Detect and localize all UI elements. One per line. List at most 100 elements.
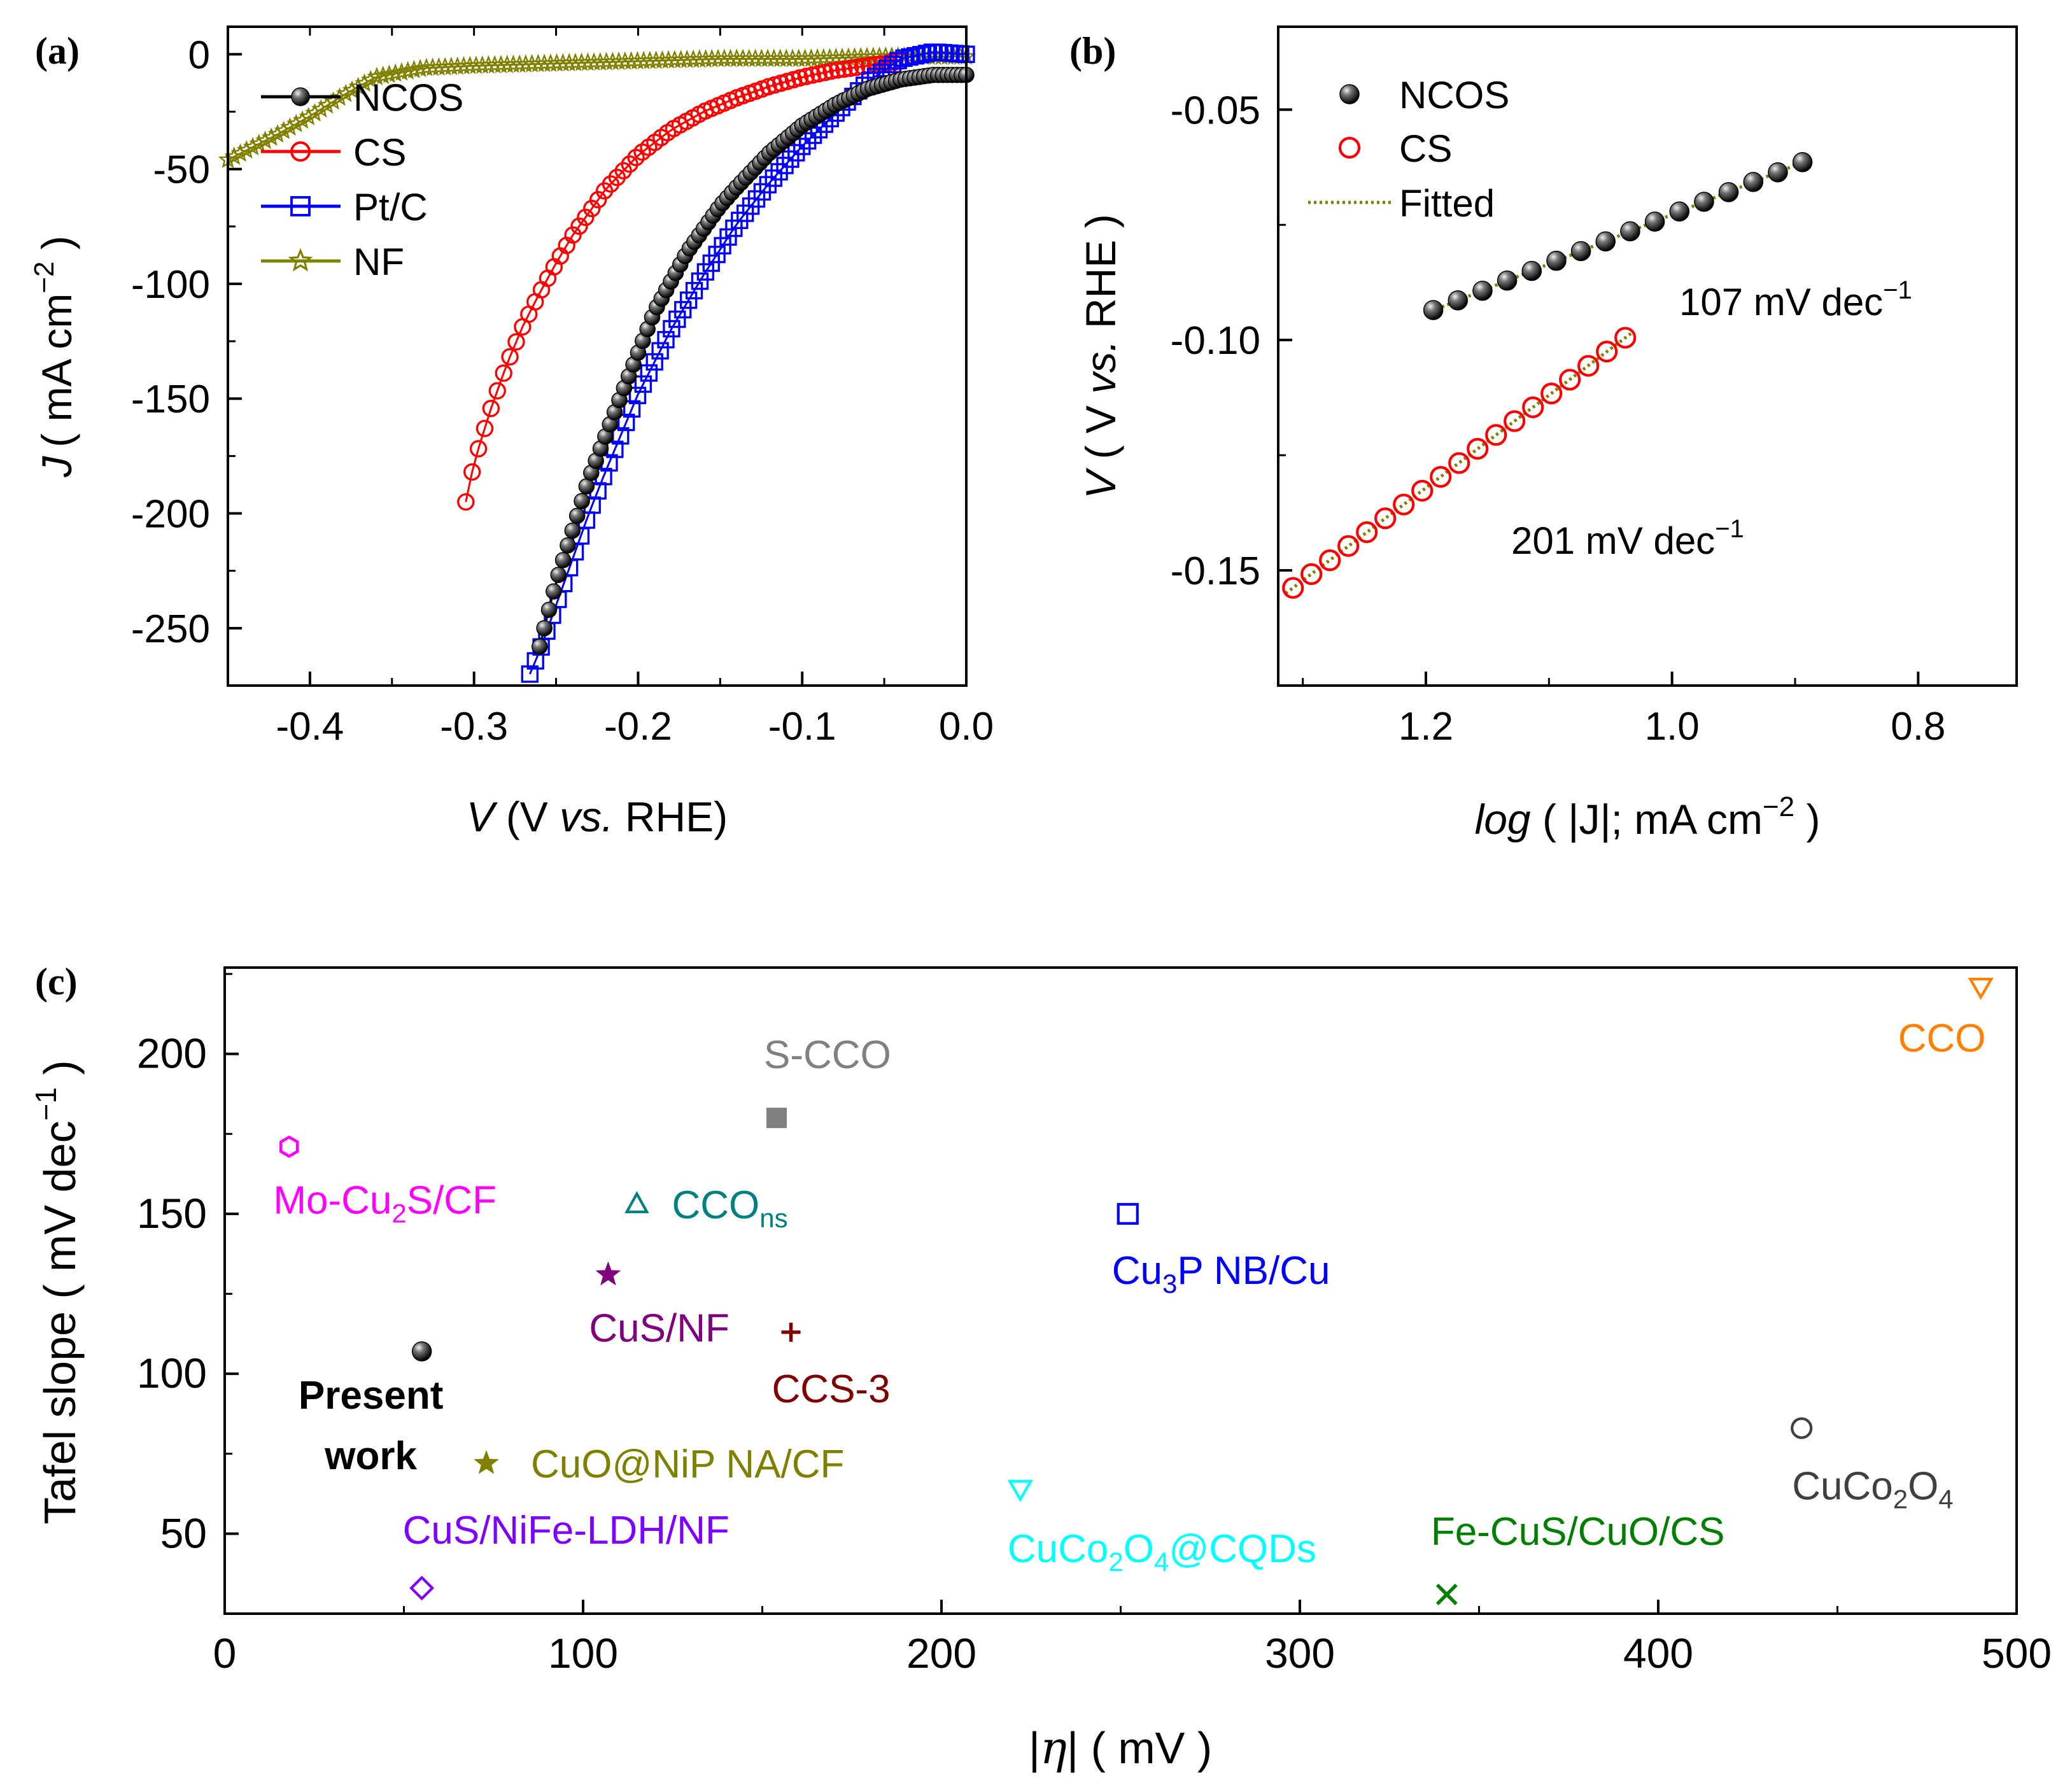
data-point xyxy=(1497,271,1518,291)
data-point xyxy=(550,567,567,583)
data-point xyxy=(917,45,936,62)
label-cuco2o4-cqds: CuCo2O4@CQDs xyxy=(1008,1527,1316,1577)
data-point xyxy=(1694,192,1714,212)
data-point xyxy=(574,493,590,509)
legend-entry-cs: CS xyxy=(261,131,406,174)
label-present-work-line1: Present xyxy=(299,1374,443,1418)
panel-c-x-tick-label: 500 xyxy=(1982,1630,2052,1677)
panel-c-y-tick-label: 200 xyxy=(137,1030,207,1077)
panel-b-frame xyxy=(1277,25,2018,687)
data-point xyxy=(532,638,548,655)
point-cuo-nip-na-cf xyxy=(474,1449,499,1474)
panel-a-x-tick-label: -0.3 xyxy=(440,705,508,749)
legend-label: Fitted xyxy=(1399,182,1495,225)
data-point xyxy=(311,99,331,118)
panel-a-label: (a) xyxy=(35,30,80,72)
data-point xyxy=(1504,410,1526,432)
data-point xyxy=(793,137,811,155)
data-point xyxy=(323,91,343,110)
data-point xyxy=(691,272,709,290)
panel-c-y-tick-label: 100 xyxy=(137,1350,207,1397)
data-point xyxy=(564,522,581,539)
data-point xyxy=(1620,221,1640,242)
panel-a-x-tick-label: -0.4 xyxy=(276,705,344,749)
data-point xyxy=(560,537,576,554)
data-point xyxy=(634,375,652,393)
label-cco: CCO xyxy=(1898,1017,1986,1061)
data-point xyxy=(546,583,562,600)
legend-label: Pt/C xyxy=(353,186,428,229)
data-point xyxy=(1522,396,1544,418)
panel-a-y-tick-label: 0 xyxy=(188,33,210,77)
data-point xyxy=(1743,172,1764,192)
legend-label: NCOS xyxy=(353,76,463,119)
data-point xyxy=(810,65,828,83)
data-point xyxy=(1374,507,1397,530)
point-cuco2o4-cqds xyxy=(1007,1479,1034,1502)
point-fe-cus-cuo-cs xyxy=(1435,1583,1458,1605)
data-point xyxy=(770,163,788,181)
data-point xyxy=(280,117,300,136)
data-point xyxy=(521,665,539,683)
panel-b-fit-lines xyxy=(1285,159,1808,595)
data-point xyxy=(804,126,822,144)
label-ccons: CCOns xyxy=(672,1183,787,1233)
data-point xyxy=(617,413,635,432)
data-point xyxy=(501,348,519,366)
legend-label: CS xyxy=(1399,127,1452,170)
data-point xyxy=(1282,577,1304,599)
data-point xyxy=(348,76,368,95)
data-point xyxy=(714,237,731,255)
data-point xyxy=(367,66,387,85)
data-point xyxy=(1521,260,1542,281)
panel-c: (c) 0 100 200 300 400 500 50 100 150 200 Present w… xyxy=(29,961,2052,1774)
data-point xyxy=(797,67,815,85)
point-mo-cu2s-cf xyxy=(279,1135,299,1159)
panel-b-x-tick-label: 1.2 xyxy=(1399,705,1453,749)
data-point xyxy=(906,46,924,65)
data-point xyxy=(568,507,586,525)
data-point xyxy=(482,399,500,418)
legend-entry-ncos: NCOS xyxy=(1339,74,1509,116)
data-point xyxy=(1411,479,1434,502)
data-point xyxy=(847,59,866,76)
data-point xyxy=(249,134,269,153)
point-ccons xyxy=(624,1190,649,1213)
data-point xyxy=(765,169,782,187)
point-present-work xyxy=(411,1341,432,1362)
panel-c-x-tick-label: 300 xyxy=(1265,1630,1335,1677)
label-cu3p-nb-cu: Cu3P NB/Cu xyxy=(1112,1249,1330,1299)
data-point xyxy=(702,254,720,272)
panel-b-x-tick-label: 0.8 xyxy=(1891,705,1945,749)
point-cus-nife-ldh-nf xyxy=(409,1575,435,1601)
data-point xyxy=(404,60,424,79)
data-point xyxy=(274,120,293,139)
data-point xyxy=(317,95,337,114)
point-cco xyxy=(1968,978,1994,1000)
label-s-cco: S-CCO xyxy=(764,1033,891,1077)
series-cs xyxy=(1282,327,1637,599)
data-point xyxy=(469,440,488,458)
panel-b-annotation-ncos: 107 mV dec−1 xyxy=(1679,276,1912,323)
data-point xyxy=(243,137,263,156)
series-ncos xyxy=(1423,152,1813,320)
panel-c-x-axis-title: |η| ( mV ) xyxy=(1029,1722,1212,1774)
data-point xyxy=(1546,250,1567,271)
data-point xyxy=(1669,201,1690,222)
data-point xyxy=(286,113,306,132)
data-point xyxy=(299,106,318,125)
data-point xyxy=(578,478,595,495)
data-point xyxy=(570,217,588,235)
data-point xyxy=(373,66,393,85)
data-point xyxy=(1337,535,1360,557)
data-point xyxy=(1472,280,1493,301)
panel-a-x-tick-label: -0.1 xyxy=(768,705,836,749)
data-point xyxy=(895,49,913,67)
data-point xyxy=(798,132,817,150)
data-point xyxy=(787,144,805,162)
point-cuco2o4 xyxy=(1791,1417,1813,1439)
data-point xyxy=(708,246,726,264)
data-point xyxy=(782,150,800,168)
data-point xyxy=(1577,355,1600,377)
panel-b-ticks: 1.2 1.0 0.8 -0.05 -0.10 -0.15 xyxy=(1171,88,1946,749)
